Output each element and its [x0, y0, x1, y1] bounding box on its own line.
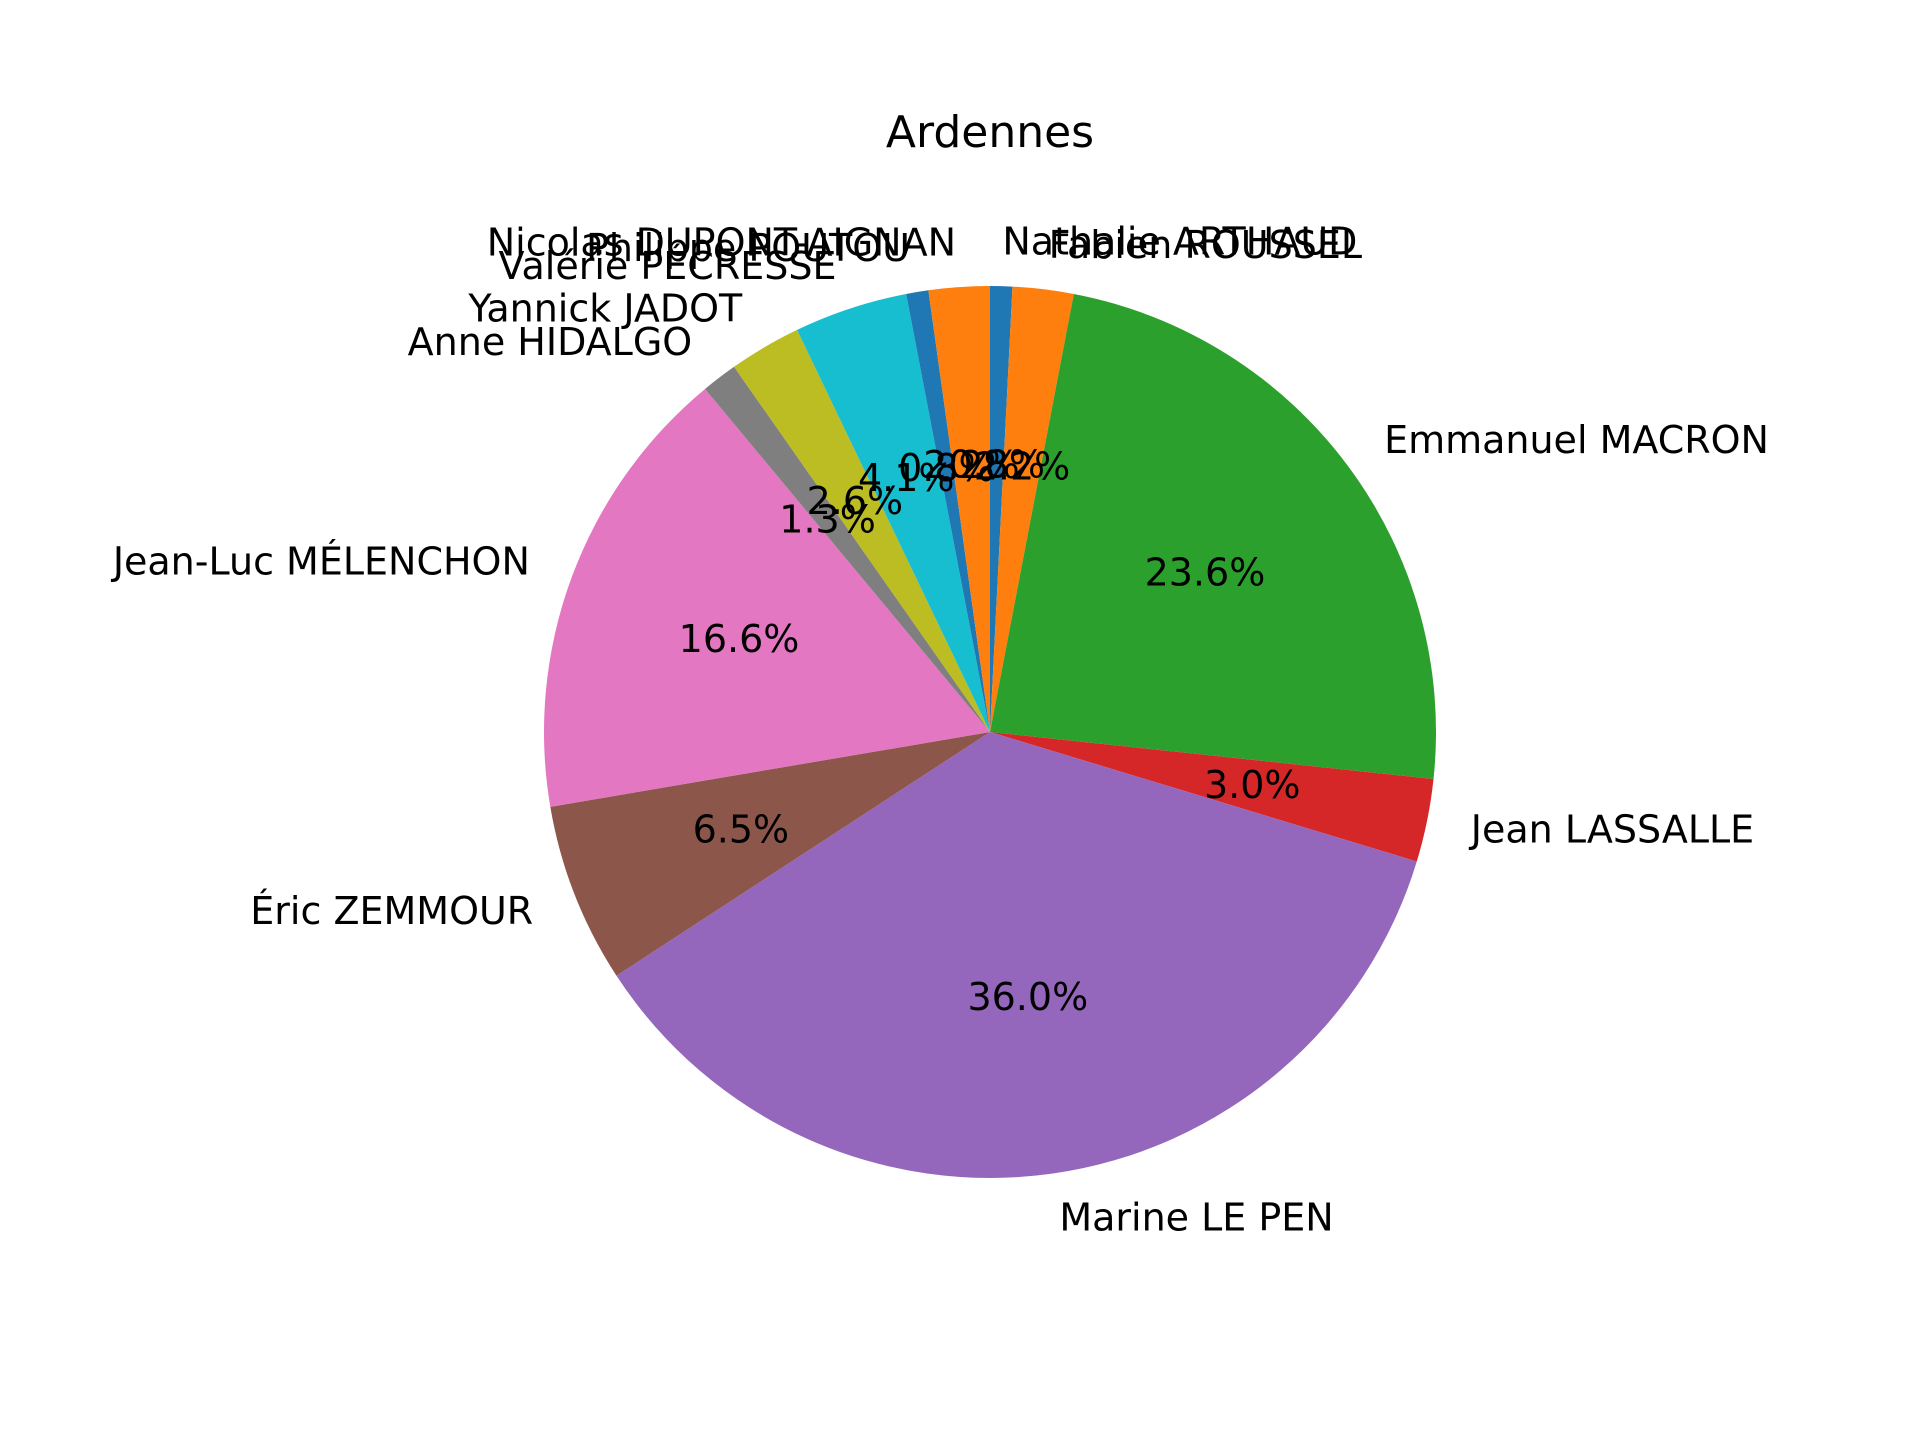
slice-label-philippe-poutou: Philippe POUTOU [586, 226, 910, 270]
pct-label-jean-lassalle: 3.0% [1204, 763, 1301, 807]
slice-label-nicolas-dupont-aignan: Nicolas DUPONT-AIGNAN [487, 221, 956, 265]
pie-slice-valerie-pecresse [797, 293, 990, 732]
pie-slice-anne-hidalgo [704, 366, 990, 732]
slice-label-nathalie-arthaud: Nathalie ARTHAUD [1002, 220, 1357, 264]
slice-label-jean-luc-melenchon: Jean-Luc MÉLENCHON [111, 540, 530, 584]
slice-label-emmanuel-macron: Emmanuel MACRON [1384, 418, 1769, 462]
pie-slice-eric-zemmour [550, 732, 990, 976]
pct-label-jean-luc-melenchon: 16.6% [679, 617, 800, 661]
pie-slice-yannick-jadot [734, 329, 990, 732]
pct-label-yannick-jadot: 2.6% [807, 479, 904, 523]
pie-slice-nathalie-arthaud [990, 286, 1013, 732]
slice-label-valerie-pecresse: Valérie PÉCRESSE [498, 244, 836, 288]
slice-label-anne-hidalgo: Anne HIDALGO [408, 320, 693, 364]
pct-label-anne-hidalgo: 1.3% [779, 497, 876, 541]
pct-label-emmanuel-macron: 23.6% [1145, 551, 1266, 595]
pie-slice-fabien-roussel [990, 286, 1074, 732]
pct-label-nicolas-dupont-aignan: 2.2% [923, 443, 1020, 487]
pct-label-valerie-pecresse: 4.1% [858, 456, 955, 500]
pie-slice-philippe-poutou [906, 290, 990, 732]
pie-slice-nicolas-dupont-aignan [928, 286, 990, 732]
slice-label-marine-le-pen: Marine LE PEN [1059, 1196, 1333, 1240]
slice-label-fabien-roussel: Fabien ROUSSEL [1049, 223, 1362, 267]
pct-label-eric-zemmour: 6.5% [693, 808, 790, 852]
pct-label-fabien-roussel: 2.2% [974, 444, 1071, 488]
pct-label-philippe-poutou: 0.8% [898, 446, 995, 490]
pct-label-marine-le-pen: 36.0% [967, 975, 1088, 1019]
pie-slice-jean-lassalle [990, 732, 1434, 862]
pie-slice-jean-luc-melenchon [544, 388, 990, 807]
percentage-labels: 0.8%2.2% 23.6% 3.0% 36.0% 6.5% 16.6% 1.3%2.6%4… [679, 442, 1301, 1018]
pie-slice-emmanuel-macron [990, 293, 1436, 779]
slice-label-jean-lassalle: Jean LASSALLE [1469, 808, 1754, 852]
pct-label-nathalie-arthaud: 0.8% [948, 442, 1045, 486]
slice-label-yannick-jadot: Yannick JADOT [467, 287, 743, 331]
chart-title: Ardennes [886, 107, 1094, 158]
slice-label-eric-zemmour: Éric ZEMMOUR [250, 889, 533, 933]
pie-slice-marine-le-pen [616, 732, 1417, 1178]
pie-slices [544, 286, 1436, 1178]
